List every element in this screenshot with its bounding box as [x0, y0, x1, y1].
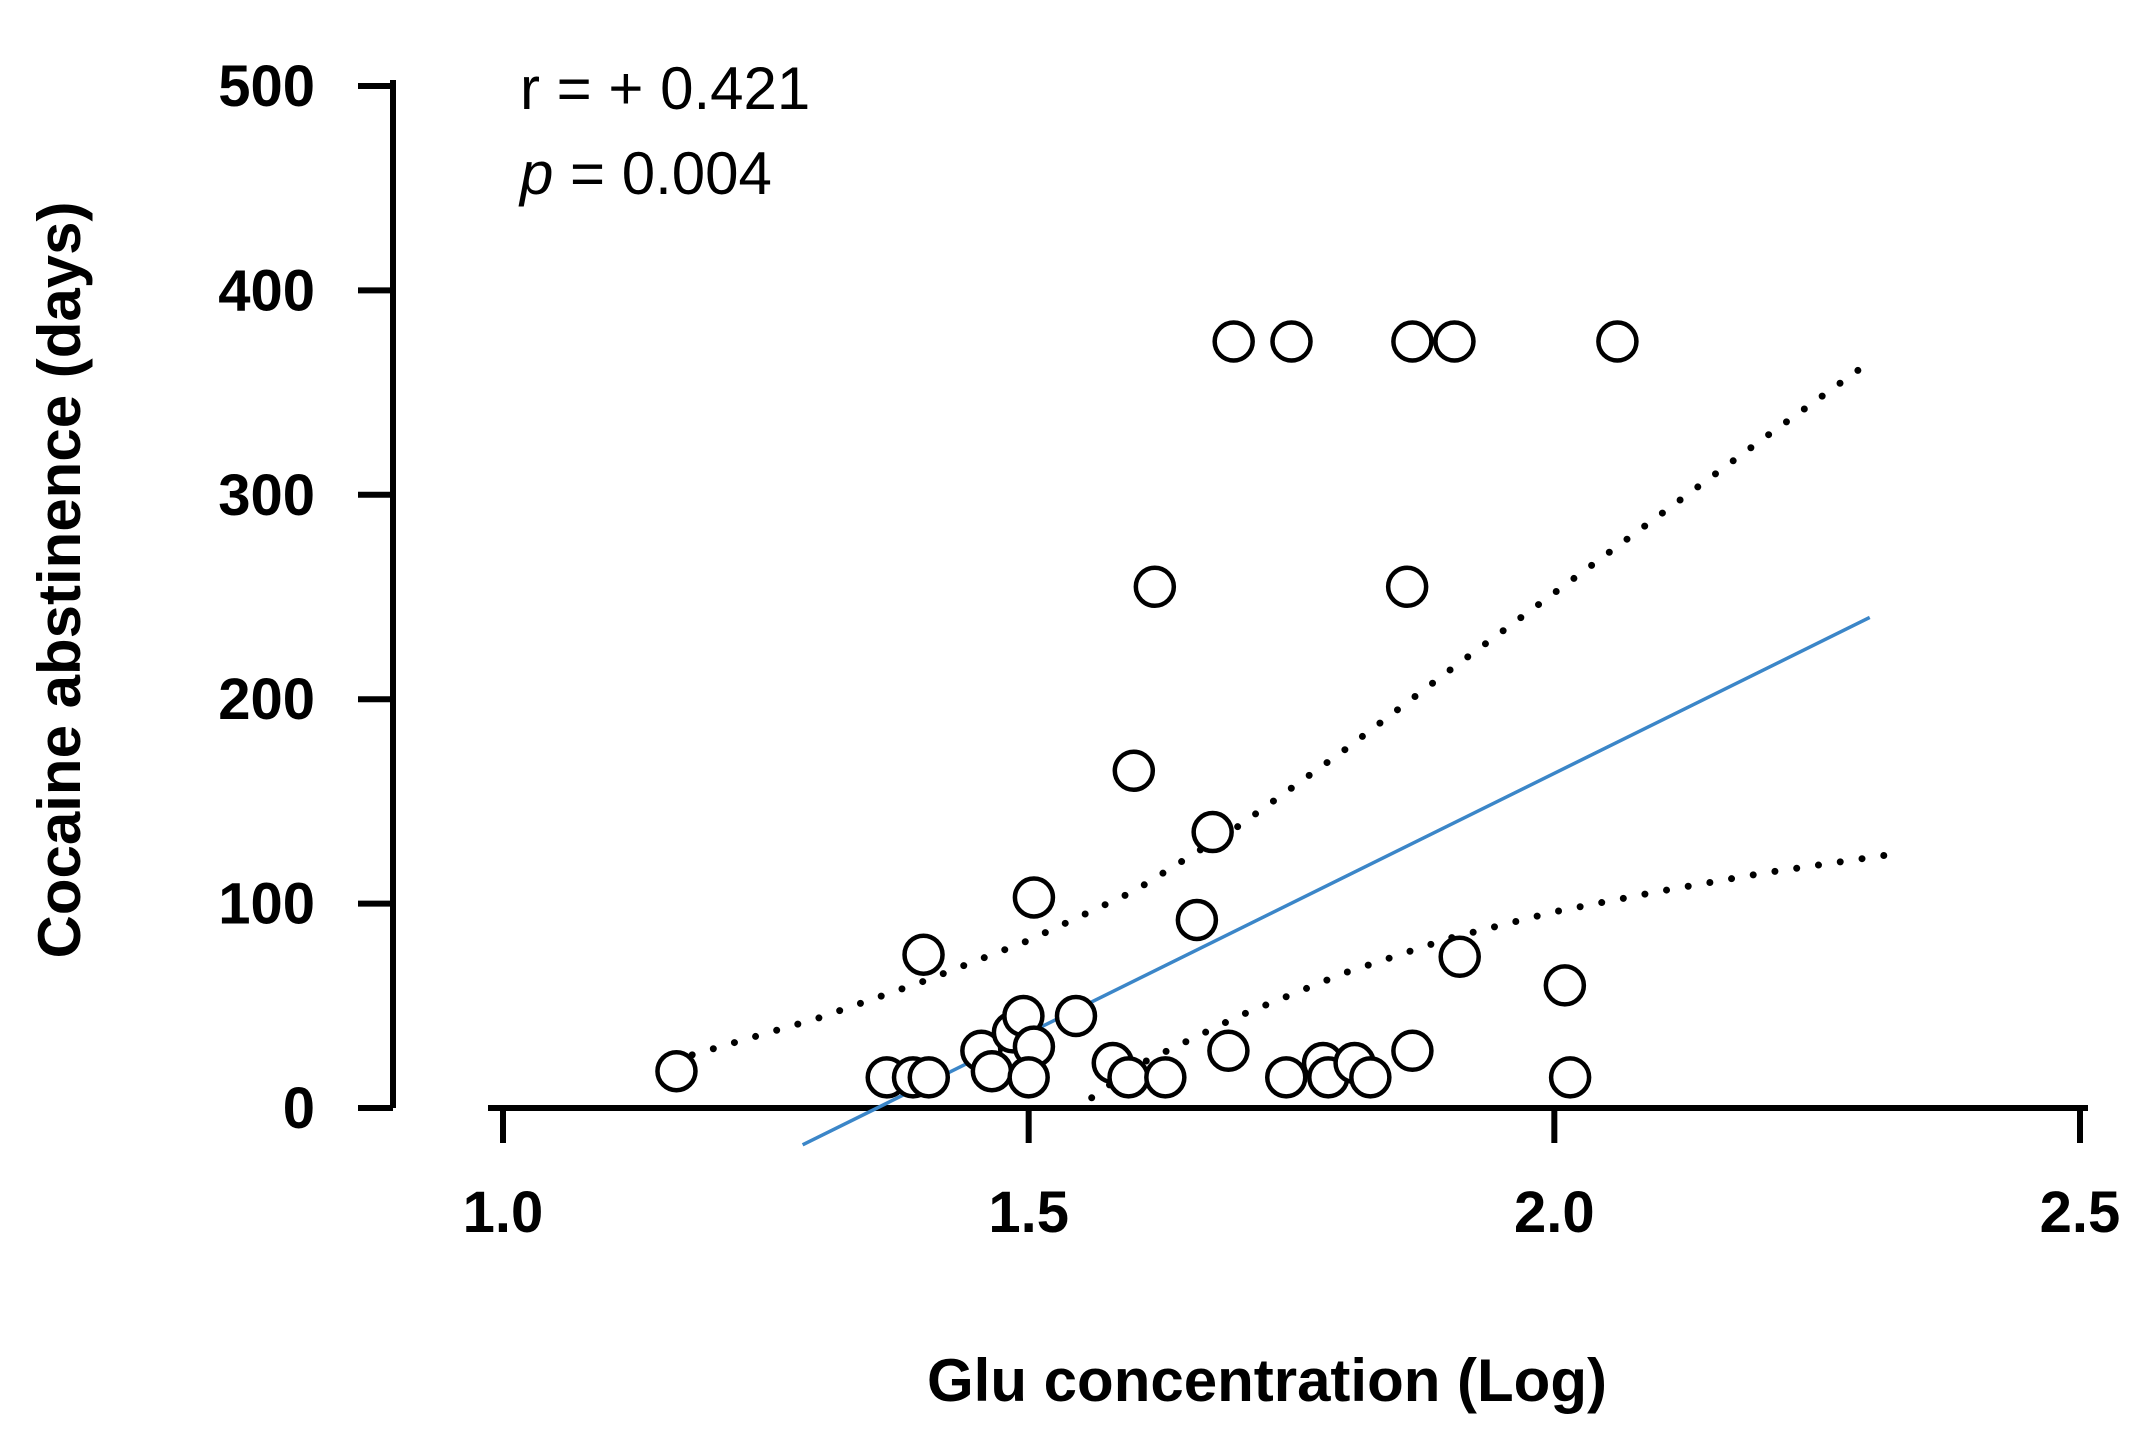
p-value: = 0.004: [553, 140, 772, 207]
data-point: [1175, 898, 1219, 942]
data-point: [1596, 320, 1639, 363]
data-point: [1007, 1056, 1050, 1099]
data-point: [1264, 1056, 1308, 1099]
data-point: [1391, 320, 1434, 363]
data-point: [1012, 876, 1056, 919]
data-points: [655, 320, 1639, 1099]
x-tick-label: 1.0: [463, 1180, 544, 1245]
data-point: [1433, 320, 1476, 363]
data-point: [655, 1049, 698, 1093]
ticks: [358, 83, 2083, 1143]
data-point: [1548, 1056, 1592, 1099]
data-point: [1270, 320, 1313, 363]
y-axis-title: Cocaine abstinence (days): [26, 202, 93, 959]
data-point: [1438, 935, 1481, 978]
data-point: [1144, 1056, 1187, 1099]
data-point: [902, 933, 945, 976]
y-tick-label: 0: [283, 1076, 315, 1141]
axes: [390, 80, 2088, 1111]
data-point: [1385, 565, 1429, 609]
tick-labels: 0 100 200 300 400 500 1.0 1.5 2.0 2.5: [218, 54, 2120, 1245]
data-point: [970, 1049, 1014, 1093]
data-point: [1054, 994, 1098, 1038]
p-value-text: p = 0.004: [518, 140, 772, 207]
y-tick-label: 500: [218, 54, 315, 119]
data-point: [1191, 810, 1234, 854]
x-tick-label: 2.0: [1514, 1180, 1595, 1245]
y-tick-label: 100: [218, 872, 315, 937]
y-tick-label: 400: [218, 258, 315, 323]
data-point: [907, 1056, 951, 1099]
x-tick-label: 1.5: [988, 1180, 1069, 1245]
y-tick-label: 300: [218, 463, 315, 528]
confidence-bands: [688, 358, 1895, 1102]
data-point: [1543, 964, 1587, 1007]
data-point: [1112, 749, 1156, 792]
data-point: [1349, 1056, 1392, 1099]
r-value-text: r = + 0.421: [520, 55, 810, 122]
ci-upper-line: [688, 358, 1874, 1059]
data-point: [1391, 1029, 1434, 1073]
data-point: [1107, 1056, 1150, 1099]
data-point: [1133, 565, 1177, 609]
x-tick-label: 2.5: [2040, 1180, 2121, 1245]
y-tick-label: 200: [218, 667, 315, 732]
x-axis-title: Glu concentration (Log): [927, 1347, 1607, 1414]
p-symbol: p: [518, 140, 553, 207]
data-point: [1207, 1029, 1250, 1073]
data-point: [1212, 320, 1255, 363]
